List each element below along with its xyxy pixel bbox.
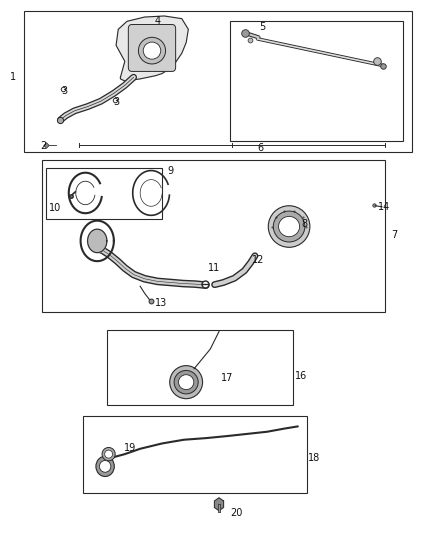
Text: 8: 8 [301,219,307,229]
Bar [24,11,412,152]
Text: 12: 12 [252,255,265,265]
Text: 5: 5 [260,22,266,31]
Ellipse shape [99,461,111,472]
Ellipse shape [143,42,161,59]
Ellipse shape [174,370,198,394]
Ellipse shape [273,211,305,242]
FancyBboxPatch shape [128,25,176,71]
Bar [83,416,307,493]
Ellipse shape [138,37,166,64]
Text: 10: 10 [49,203,61,213]
Polygon shape [116,16,188,81]
Polygon shape [88,229,107,253]
Ellipse shape [279,216,300,237]
Text: 4: 4 [155,17,161,26]
Ellipse shape [170,366,202,399]
Text: 16: 16 [295,371,307,381]
Ellipse shape [105,450,113,458]
Ellipse shape [268,206,310,247]
Text: 17: 17 [221,374,233,383]
Text: 3: 3 [113,98,119,107]
Bar [46,168,162,219]
Polygon shape [215,498,223,511]
Ellipse shape [102,448,115,461]
Text: 2: 2 [41,141,47,151]
Text: 11: 11 [208,263,220,272]
Text: 13: 13 [155,298,167,308]
Text: 7: 7 [391,230,397,239]
Text: 6: 6 [258,143,264,152]
Text: 3: 3 [62,86,68,95]
Text: 14: 14 [378,202,391,212]
Ellipse shape [179,375,194,390]
Ellipse shape [96,456,114,477]
Text: 9: 9 [168,166,174,175]
Text: 20: 20 [230,508,243,518]
Text: 19: 19 [124,443,137,453]
Bar [107,330,293,405]
Bar [230,21,403,141]
Text: 1: 1 [10,72,16,82]
Bar [42,160,385,312]
Text: 18: 18 [308,454,321,463]
